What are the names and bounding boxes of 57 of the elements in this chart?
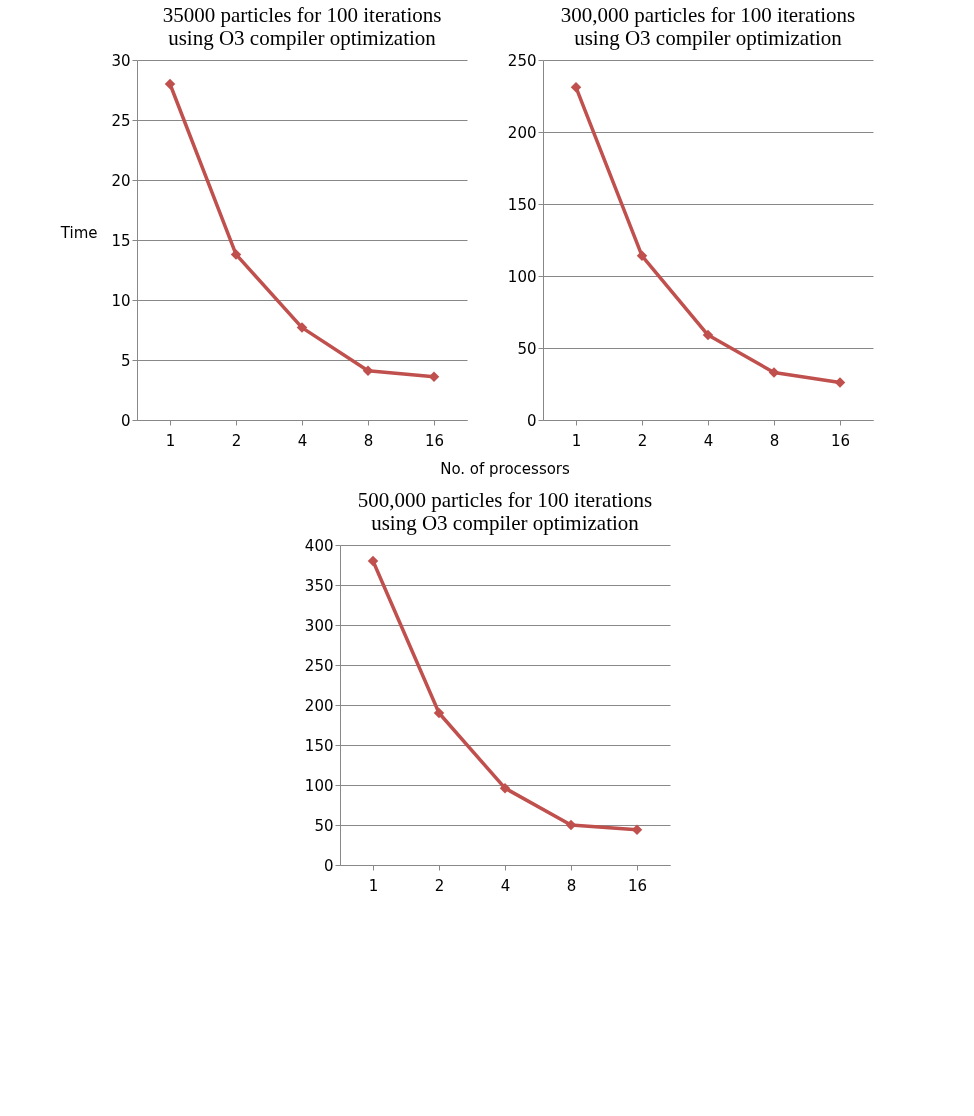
x-tick-label: 2 <box>434 876 445 895</box>
point <box>702 329 714 341</box>
text: 300,000 particles for 100 iterations <box>560 3 856 27</box>
y-tick-label: 25 <box>111 111 131 130</box>
y-tick-label: 400 <box>304 536 334 555</box>
x-tick-label: 2 <box>637 431 648 450</box>
y-tick-label: 350 <box>304 576 334 595</box>
point <box>499 782 511 794</box>
y-tick-label: 200 <box>304 696 334 715</box>
y-tick-label: 50 <box>314 816 334 835</box>
text: 35000 particles for 100 iterations <box>162 3 442 27</box>
y-tick-label: 250 <box>507 51 537 70</box>
x-tick-label: 4 <box>703 431 714 450</box>
text: using O3 compiler optimization <box>371 511 639 535</box>
y-tick-label: 150 <box>304 736 334 755</box>
y-axis-title: Time <box>59 223 98 242</box>
point <box>636 250 648 262</box>
point <box>834 377 846 388</box>
x-tick-label: 8 <box>769 431 780 450</box>
point <box>433 707 445 719</box>
point <box>362 365 374 377</box>
text: using O3 compiler optimization <box>574 26 842 50</box>
y-tick-label: 15 <box>111 231 131 250</box>
x-tick-label: 16 <box>627 876 648 895</box>
y-tick-label: 5 <box>120 351 131 370</box>
point <box>367 555 379 567</box>
x-tick-label: 8 <box>566 876 577 895</box>
y-tick-label: 30 <box>111 51 131 70</box>
point <box>296 322 308 333</box>
text: 500,000 particles for 100 iterations <box>357 488 653 512</box>
x-tick-label: 1 <box>165 431 176 450</box>
x-tick-label: 16 <box>830 431 851 450</box>
y-tick-label: 0 <box>120 411 131 430</box>
y-tick-label: 200 <box>507 123 537 142</box>
point <box>230 249 242 260</box>
y-tick-label: 10 <box>111 291 131 310</box>
y-tick-label: 100 <box>304 776 334 795</box>
y-tick-label: 50 <box>517 339 537 358</box>
x-axis-title: No. of processors <box>440 460 571 478</box>
point <box>768 367 780 378</box>
text: using O3 compiler optimization <box>168 26 436 50</box>
x-tick-label: 16 <box>424 431 445 450</box>
y-tick-label: 20 <box>111 171 131 190</box>
point <box>164 78 176 90</box>
x-tick-label: 1 <box>368 876 379 895</box>
x-tick-label: 1 <box>571 431 582 450</box>
y-tick-label: 100 <box>507 267 537 286</box>
y-tick-label: 150 <box>507 195 537 214</box>
x-tick-label: 2 <box>231 431 242 450</box>
x-tick-label: 4 <box>297 431 308 450</box>
y-tick-label: 0 <box>526 411 537 430</box>
x-tick-label: 4 <box>500 876 511 895</box>
y-tick-label: 250 <box>304 656 334 675</box>
point <box>570 82 582 93</box>
x-tick-label: 8 <box>363 431 374 450</box>
y-tick-label: 0 <box>323 856 334 875</box>
y-tick-label: 300 <box>304 616 334 635</box>
